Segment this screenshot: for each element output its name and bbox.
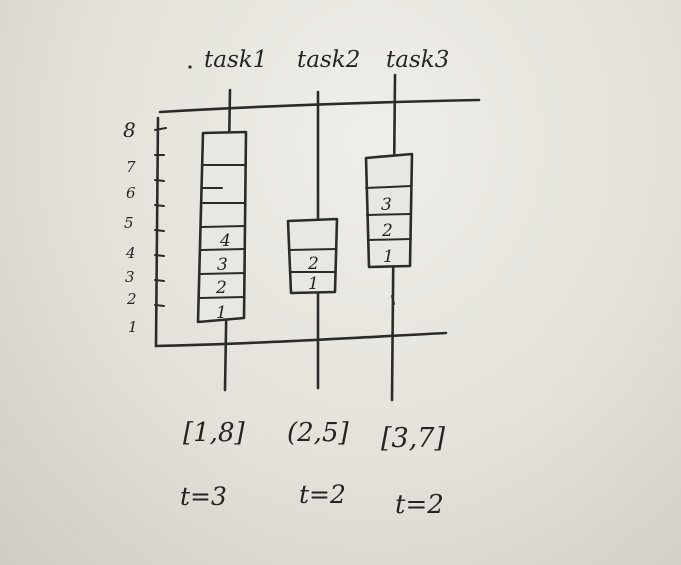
- task2-t: t=2: [299, 480, 346, 509]
- task3-t: t=2: [395, 490, 444, 520]
- task2-slot-2: 2: [307, 254, 319, 274]
- y-axis-ticks: [154, 127, 167, 307]
- task3-slot-3: 3: [381, 195, 392, 215]
- top-line: [158, 98, 481, 114]
- bottom-line: [154, 331, 448, 348]
- task2-slot-1: 1: [308, 274, 319, 294]
- task3-box: 3 2 1: [364, 152, 414, 269]
- task1-slot-1: 1: [216, 303, 227, 323]
- y-tick-2: 2: [126, 290, 137, 308]
- y-tick-4: 4: [125, 244, 136, 262]
- y-tick-3: 3: [125, 268, 135, 286]
- y-tick-5: 5: [124, 214, 134, 232]
- task1-box: 4 3 2 1: [196, 130, 248, 324]
- task1-interval: [1,8]: [183, 418, 245, 448]
- task3-interval: [3,7]: [381, 423, 445, 454]
- task1-slot-4: 4: [219, 231, 231, 251]
- task3-tick-mark: [391, 295, 395, 305]
- task2-label: task2: [297, 47, 360, 73]
- y-tick-1: 1: [128, 318, 138, 336]
- y-tick-8: 8: [123, 118, 136, 142]
- task2-box: 2 1: [286, 217, 339, 295]
- task1-t: t=3: [180, 482, 227, 511]
- y-axis: [154, 116, 160, 348]
- task3-slot-1: 1: [383, 247, 394, 267]
- task1-slot-2: 2: [215, 278, 227, 298]
- task1-label: task1: [204, 47, 267, 73]
- task1-slot-3: 3: [217, 255, 228, 275]
- task3-label: task3: [386, 47, 449, 73]
- pen-dot: [188, 65, 192, 69]
- task2-interval: (2,5]: [287, 418, 349, 448]
- y-tick-7: 7: [126, 158, 136, 176]
- y-tick-labels: 8 7 6 5 4 3 2 1: [123, 118, 138, 336]
- y-tick-6: 6: [126, 184, 136, 202]
- task3-slot-2: 2: [381, 221, 393, 241]
